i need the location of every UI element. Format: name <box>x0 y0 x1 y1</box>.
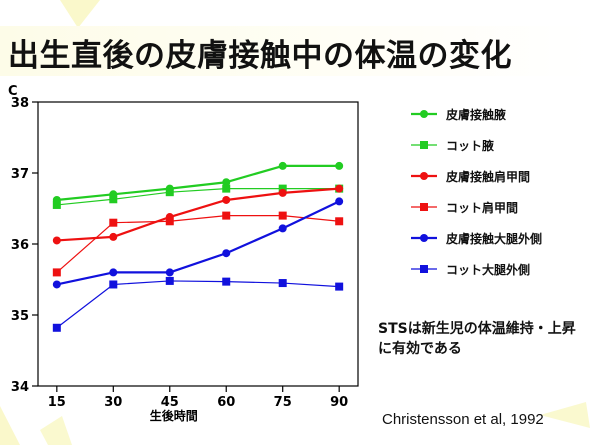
data-point <box>165 276 174 285</box>
data-point <box>109 195 118 204</box>
data-point <box>278 211 287 220</box>
data-point <box>278 161 287 170</box>
legend-item: コット肩甲間 <box>410 197 585 228</box>
data-point <box>109 232 118 241</box>
data-point <box>222 184 231 193</box>
page-title: 出生直後の皮膚接触中の体温の変化 <box>8 38 512 74</box>
data-point <box>109 280 118 289</box>
data-point <box>222 277 231 286</box>
legend-item: 皮膚接触大腿外側 <box>410 228 585 259</box>
citation: Christensson et al, 1992 <box>382 411 544 428</box>
x-tick-label: 60 <box>217 395 235 410</box>
legend-item: コット腋 <box>410 135 585 166</box>
y-tick-label: 37 <box>11 167 29 182</box>
data-point <box>109 218 118 227</box>
data-point <box>335 161 344 170</box>
legend-swatch <box>411 172 437 180</box>
data-point <box>165 217 174 226</box>
legend-label: コット肩甲間 <box>446 201 519 215</box>
legend-label: 皮膚接触腋 <box>446 108 507 122</box>
data-point <box>165 188 174 197</box>
data-point <box>222 195 231 204</box>
x-tick-label: 30 <box>104 395 122 410</box>
series-line-3 <box>56 187 340 242</box>
legend-square-marker <box>420 203 428 211</box>
x-tick-label: 75 <box>274 395 292 410</box>
data-point <box>222 211 231 220</box>
legend-circle-marker <box>420 110 428 118</box>
legend-swatch <box>411 203 437 211</box>
data-point <box>278 279 287 288</box>
title-band <box>0 26 590 76</box>
x-axis-label: 生後時間 <box>150 408 198 423</box>
data-point <box>335 184 344 193</box>
data-point <box>52 323 61 332</box>
y-tick-label: 35 <box>11 309 29 324</box>
series-line-4 <box>56 215 340 273</box>
data-point <box>335 282 344 291</box>
series-line-5 <box>56 200 340 286</box>
series-line-2 <box>56 188 340 206</box>
data-point <box>52 236 61 245</box>
series-line-6 <box>56 280 340 329</box>
legend-circle-marker <box>420 172 428 180</box>
chart-legend: 皮膚接触腋コット腋皮膚接触肩甲間 コット肩甲間皮膚接触大腿外側 コット大腿外側 <box>410 104 585 290</box>
data-point <box>335 217 344 226</box>
x-tick-label: 90 <box>330 395 348 410</box>
conclusion-note: STSは新生児の体温維持・上昇に有効である <box>378 321 576 357</box>
legend-square-marker <box>420 265 428 273</box>
legend-item: 皮膚接触腋 <box>410 104 585 135</box>
y-axis-unit-label: C <box>8 84 18 99</box>
x-tick-label: 15 <box>48 395 66 410</box>
data-point <box>165 268 174 277</box>
legend-swatch <box>411 110 437 118</box>
y-tick-label: 34 <box>11 380 29 395</box>
legend-square-marker <box>420 141 428 149</box>
plot-frame <box>37 101 359 387</box>
data-point <box>52 268 61 277</box>
legend-item: 皮膚接触肩甲間 <box>410 166 585 197</box>
legend-item: コット大腿外側 <box>410 259 585 290</box>
x-tick-label: 45 <box>161 395 179 410</box>
data-point <box>335 197 344 206</box>
data-point <box>278 188 287 197</box>
legend-circle-marker <box>420 234 428 242</box>
data-point <box>278 224 287 233</box>
data-point <box>222 249 231 258</box>
y-tick-label: 38 <box>11 96 29 111</box>
legend-label: コット大腿外側 <box>446 263 531 277</box>
legend-swatch <box>411 265 437 273</box>
legend-swatch <box>411 141 437 149</box>
legend-swatch <box>411 234 437 242</box>
data-point <box>109 268 118 277</box>
legend-label: 皮膚接触大腿外側 <box>446 232 543 246</box>
series-line-1 <box>56 164 340 202</box>
data-point <box>52 200 61 209</box>
data-point <box>222 178 231 187</box>
legend-label: 皮膚接触肩甲間 <box>446 170 531 184</box>
data-point <box>52 280 61 289</box>
data-point <box>278 184 287 193</box>
y-tick-label: 36 <box>11 238 29 253</box>
legend-label: コット腋 <box>446 139 495 153</box>
